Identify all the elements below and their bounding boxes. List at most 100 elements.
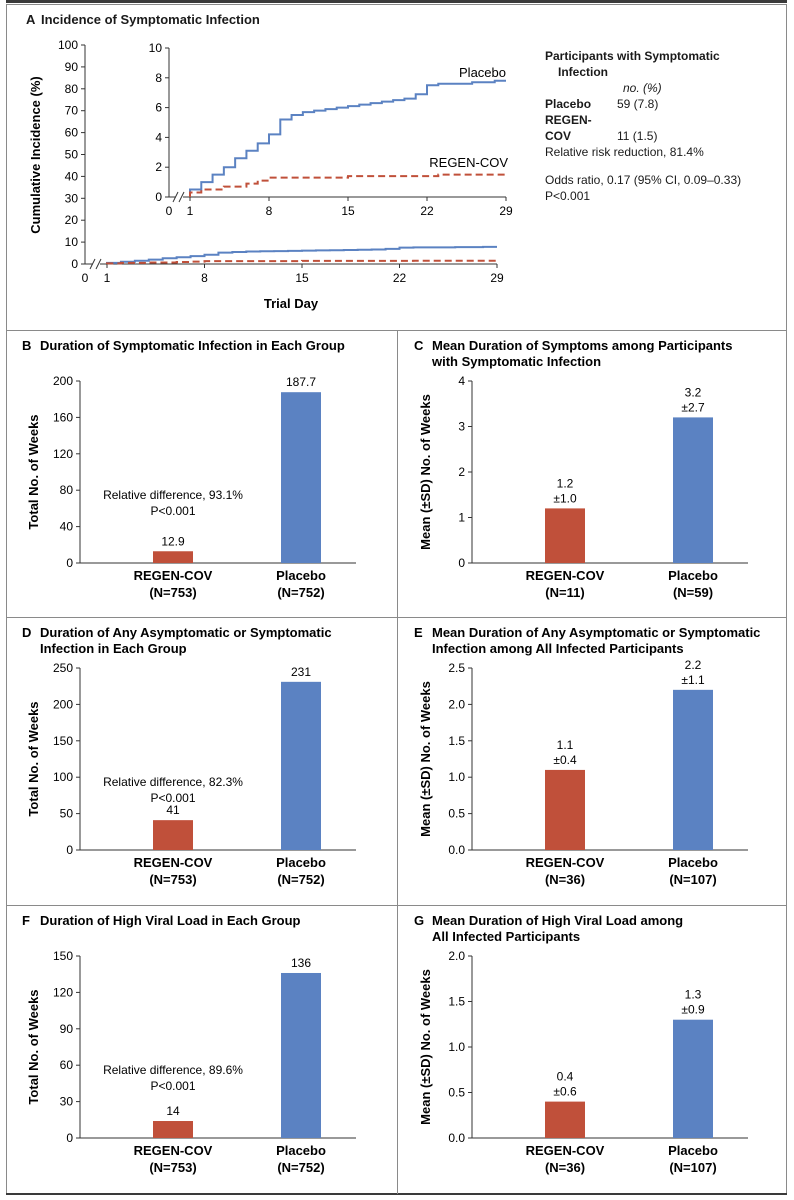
panel-b-value-label: 187.7 xyxy=(286,375,316,389)
panel-c-value-label: ±2.7 xyxy=(681,400,705,414)
separator-vertical xyxy=(397,330,398,1194)
panel-b-y-tick-label: 160 xyxy=(53,410,73,424)
panel-e-y-tick-label: 0.5 xyxy=(448,807,465,821)
panel-g-category-n: (N=36) xyxy=(545,1160,585,1175)
a-inset-x-tick-label: 8 xyxy=(266,204,273,218)
panel-f-annotation-p: P<0.001 xyxy=(150,1079,195,1093)
panel-e-letter: E xyxy=(414,625,423,640)
panel-e-y-tick-label: 0.0 xyxy=(448,843,465,857)
panel-g-category-label: REGEN-COV xyxy=(526,1143,605,1158)
panel-a-title-text: Incidence of Symptomatic Infection xyxy=(41,12,260,27)
panel-d-y-tick-label: 0 xyxy=(66,843,73,857)
panel-f-category-n: (N=753) xyxy=(149,1160,196,1175)
panel-f-bar-regen xyxy=(153,1121,193,1138)
a-placebo-label: Placebo xyxy=(459,65,506,80)
a-x-tick-label: 1 xyxy=(104,271,111,285)
panel-c-title: Mean Duration of Symptoms among Particip… xyxy=(432,338,733,353)
panel-b-category-label: REGEN-COV xyxy=(134,568,213,583)
legend-row-placebo: Placebo 59 (7.8) xyxy=(545,96,785,112)
panel-e-value-label: ±0.4 xyxy=(553,753,577,767)
panel-f-title: Duration of High Viral Load in Each Grou… xyxy=(40,913,301,928)
panel-d-category-n: (N=752) xyxy=(277,872,324,887)
panel-g-y-tick-label: 1.5 xyxy=(448,995,465,1009)
panel-e-y-tick-label: 1.5 xyxy=(448,734,465,748)
a-x-tick-label: 22 xyxy=(393,271,407,285)
panel-c-value-label: ±1.0 xyxy=(553,491,577,505)
a-inset-axis-break-2 xyxy=(178,191,185,203)
panel-g-category-label: Placebo xyxy=(668,1143,718,1158)
a-inset-x-tick-label: 29 xyxy=(499,204,513,218)
a-y-tick-label: 10 xyxy=(65,235,79,249)
a-y-tick-label: 0 xyxy=(71,257,78,271)
panel-e-y-tick-label: 2.5 xyxy=(448,661,465,675)
a-axis-break-1 xyxy=(89,258,96,270)
panel-g-y-axis-label: Mean (±SD) No. of Weeks xyxy=(418,969,433,1125)
a-y-tick-label: 60 xyxy=(65,126,79,140)
panel-e-category-label: REGEN-COV xyxy=(526,855,605,870)
panel-e-value-label: 2.2 xyxy=(685,658,702,672)
panel-g-title: Mean Duration of High Viral Load among xyxy=(432,913,683,928)
legend-odds: Odds ratio, 0.17 (95% CI, 0.09–0.33) xyxy=(545,173,742,187)
legend-placebo-label: Placebo xyxy=(545,97,592,111)
panel-d-bar-placebo xyxy=(281,681,321,850)
panel-f-letter: F xyxy=(22,913,30,928)
panel-d-y-tick-label: 200 xyxy=(53,697,73,711)
panel-b: B Duration of Symptomatic Infection in Ea… xyxy=(6,331,397,617)
panel-b-annotation-p: P<0.001 xyxy=(150,504,195,518)
panel-e-y-axis-label: Mean (±SD) No. of Weeks xyxy=(418,681,433,837)
panel-f-category-label: Placebo xyxy=(276,1143,326,1158)
a-inset-y-tick-label: 8 xyxy=(155,71,162,85)
panel-c-y-tick-label: 1 xyxy=(458,511,465,525)
panel-e-category-n: (N=36) xyxy=(545,872,585,887)
a-x-tick-label: 29 xyxy=(490,271,504,285)
panel-b-bar-regen xyxy=(153,551,193,563)
panel-b-letter: B xyxy=(22,338,31,353)
panel-e-category-n: (N=107) xyxy=(669,872,716,887)
panel-f-value-label: 14 xyxy=(166,1104,180,1118)
panel-b-category-n: (N=753) xyxy=(149,585,196,600)
legend-col-header: no. (%) xyxy=(623,81,662,95)
panel-d-title: Duration of Any Asymptomatic or Symptoma… xyxy=(40,625,332,640)
a-y-tick-label: 50 xyxy=(65,148,79,162)
a-y-tick-label: 90 xyxy=(65,60,79,74)
panel-d-y-tick-label: 150 xyxy=(53,734,73,748)
panel-g-category-n: (N=107) xyxy=(669,1160,716,1175)
a-y-tick-label: 70 xyxy=(65,104,79,118)
a-inset-y-tick-label: 6 xyxy=(155,101,162,115)
panel-b-y-axis-label: Total No. of Weeks xyxy=(26,414,41,529)
panel-d-value-label: 41 xyxy=(166,803,180,817)
panel-d-y-tick-label: 50 xyxy=(60,807,74,821)
panel-f-category-n: (N=752) xyxy=(277,1160,324,1175)
a-regen-label: REGEN-COV xyxy=(429,155,508,170)
panel-g-value-label: ±0.6 xyxy=(553,1085,577,1099)
a-axis-break-2 xyxy=(95,258,102,270)
panel-b-category-n: (N=752) xyxy=(277,585,324,600)
panel-e-y-tick-label: 1.0 xyxy=(448,770,465,784)
panel-e: E Mean Duration of Any Asymptomatic or Sy… xyxy=(398,618,787,905)
a-inset-placebo-line xyxy=(189,79,506,197)
panel-f-value-label: 136 xyxy=(291,956,311,970)
panel-b-bar-placebo xyxy=(281,392,321,563)
panel-b-annotation-diff: Relative difference, 93.1% xyxy=(103,488,243,502)
panel-d-category-n: (N=753) xyxy=(149,872,196,887)
panel-c-y-tick-label: 3 xyxy=(458,420,465,434)
panel-b-y-tick-label: 200 xyxy=(53,374,73,388)
panel-g-chart: G Mean Duration of High Viral Load amongA… xyxy=(414,913,748,1175)
panel-b-y-tick-label: 40 xyxy=(60,520,74,534)
panel-f-y-tick-label: 150 xyxy=(53,949,73,963)
separator-bc xyxy=(6,617,787,618)
panel-g-letter: G xyxy=(414,913,424,928)
bottom-rule xyxy=(6,1193,787,1195)
panel-g-y-tick-label: 0.5 xyxy=(448,1086,465,1100)
panel-e-y-tick-label: 2.0 xyxy=(448,697,465,711)
panel-b-y-tick-label: 0 xyxy=(66,556,73,570)
panel-a-legend: Participants with Symptomatic Infection … xyxy=(545,48,785,204)
a-inset-x-tick-label: 15 xyxy=(341,204,355,218)
panel-g-title-line2: All Infected Participants xyxy=(432,929,580,944)
panel-g-value-label: 0.4 xyxy=(557,1070,574,1084)
panel-c-value-label: 1.2 xyxy=(557,476,574,490)
panel-f-y-tick-label: 90 xyxy=(60,1022,74,1036)
panel-e-bar-regen xyxy=(545,769,585,850)
a-inset-regen-line xyxy=(189,173,506,197)
panel-d-annotation-diff: Relative difference, 82.3% xyxy=(103,775,243,789)
